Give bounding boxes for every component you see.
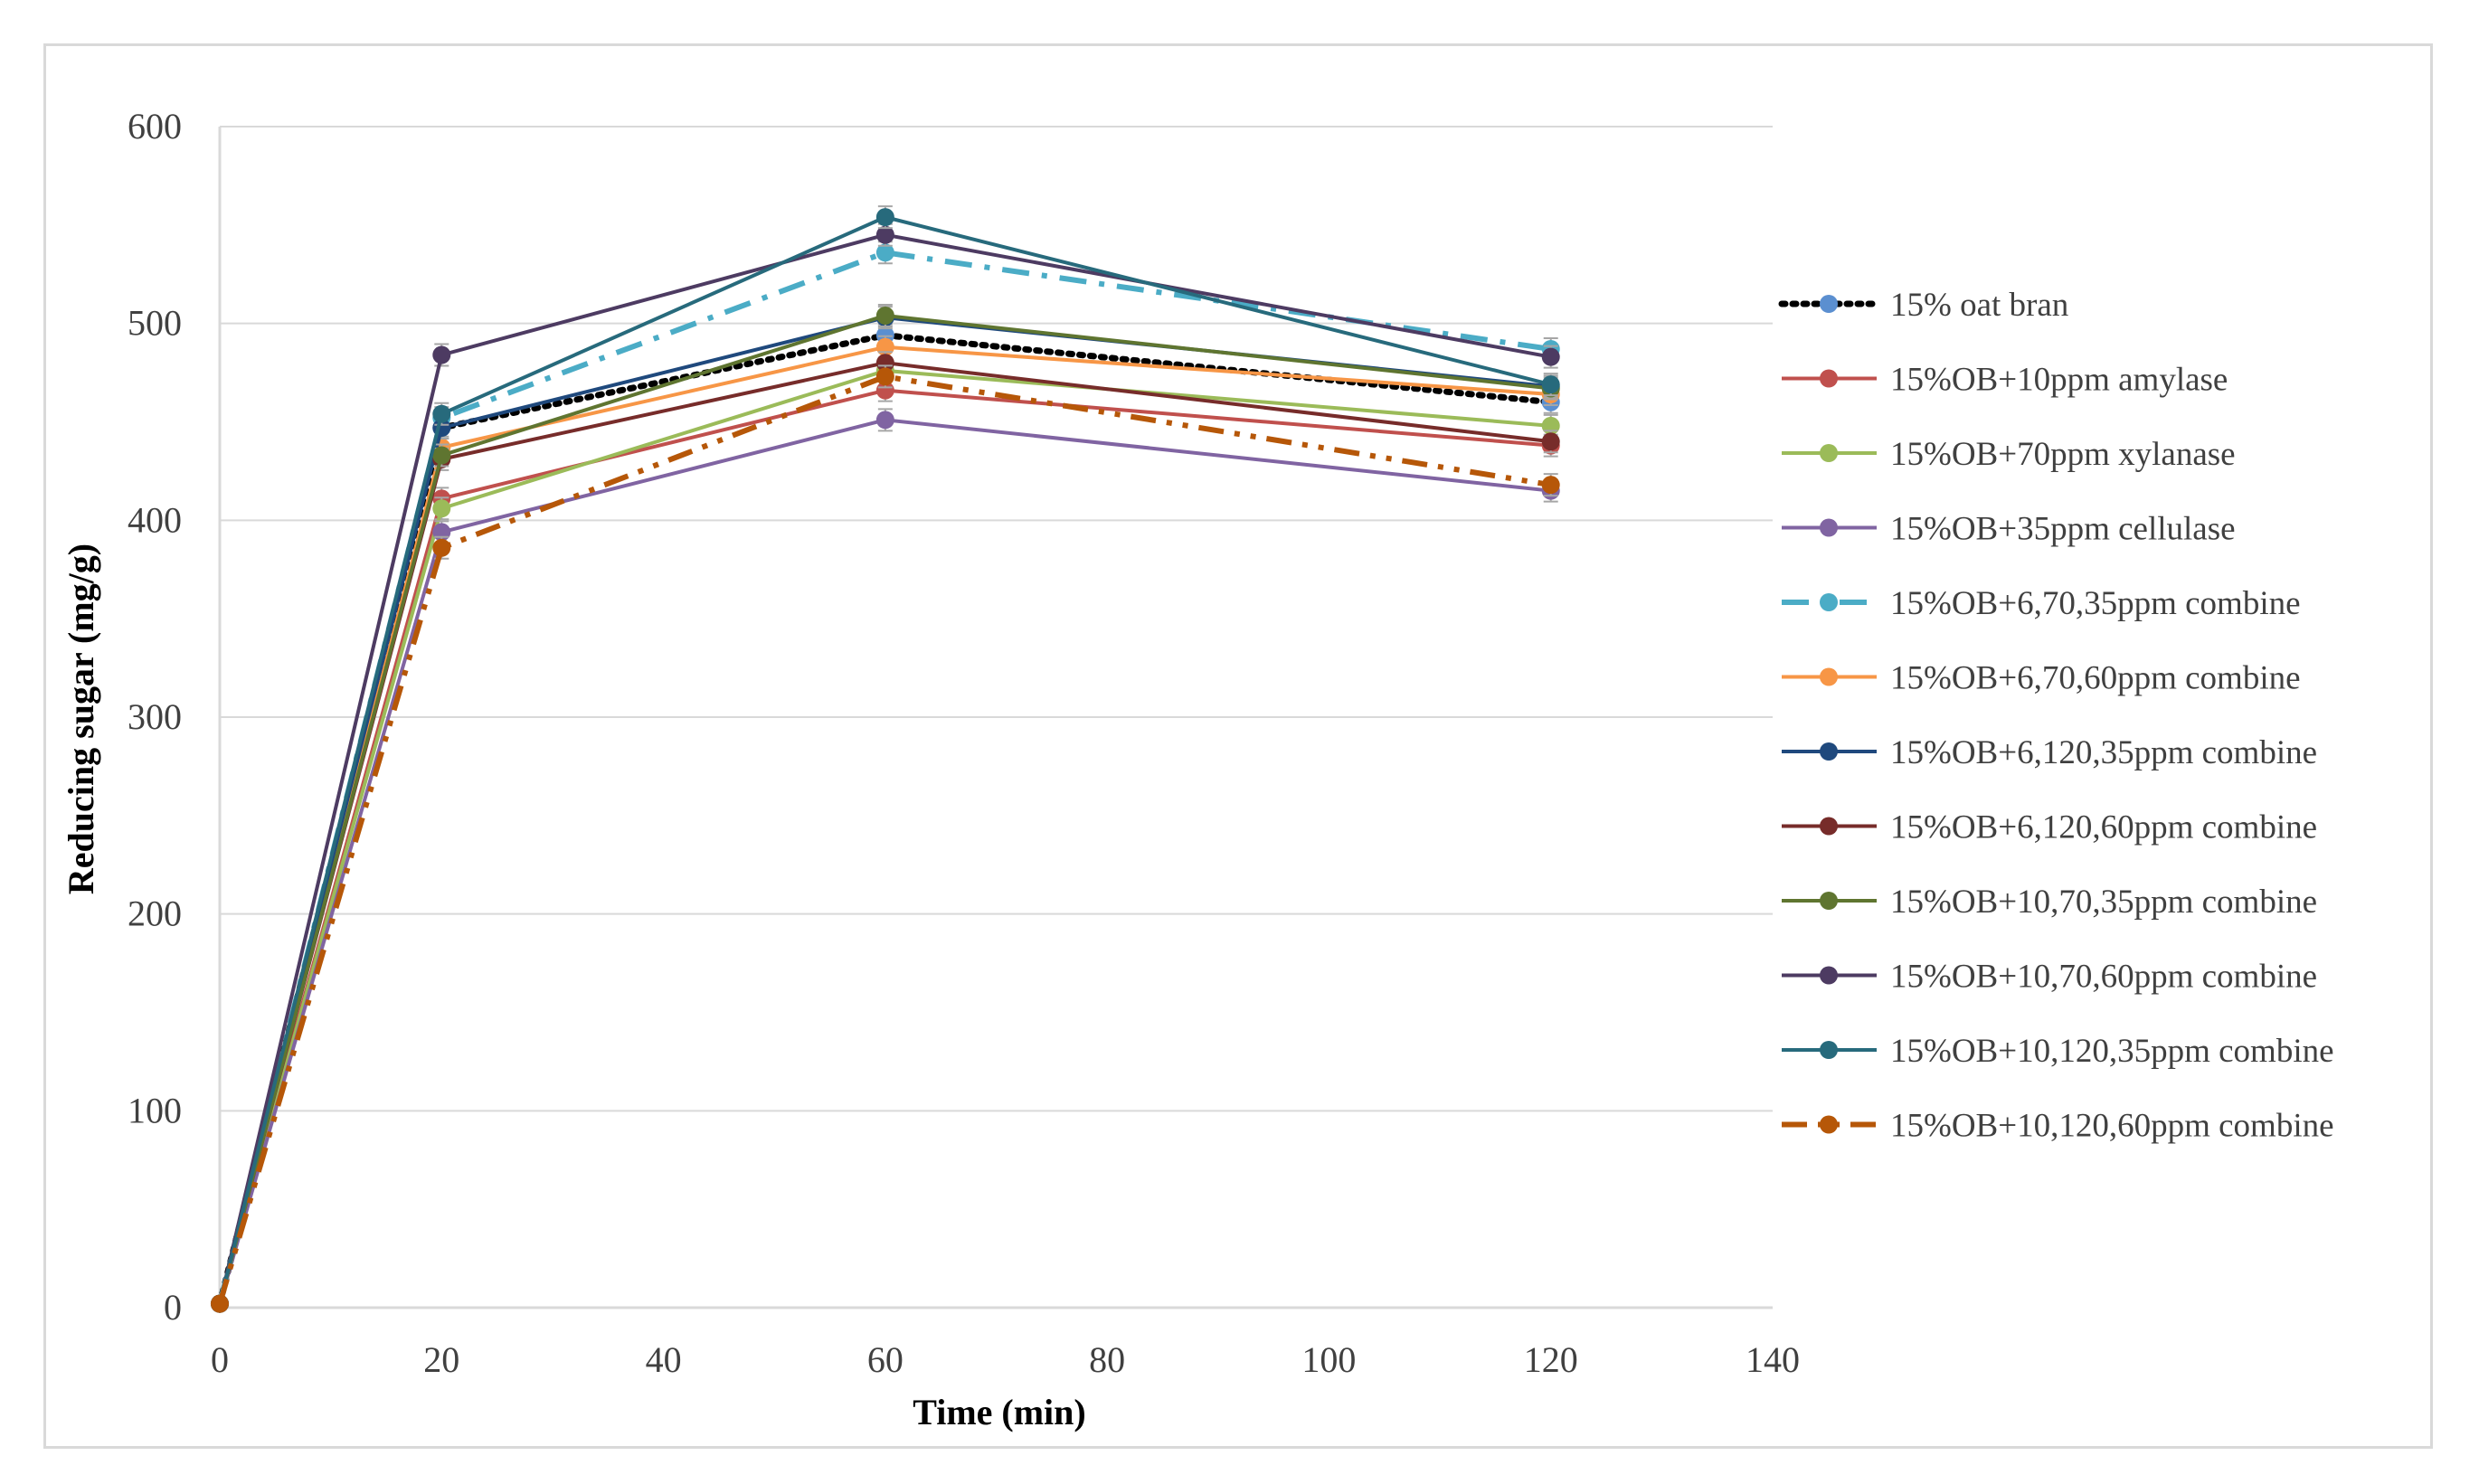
data-point bbox=[875, 381, 894, 400]
y-tick-label: 300 bbox=[128, 696, 182, 737]
legend-label: 15%OB+10,70,60ppm combine bbox=[1890, 959, 2317, 996]
legend-label: 15%OB+10ppm amylase bbox=[1890, 362, 2228, 399]
data-point bbox=[875, 367, 894, 386]
legend-label: 15%OB+10,70,35ppm combine bbox=[1890, 884, 2317, 921]
data-point bbox=[432, 345, 451, 364]
legend-label: 15%OB+10,120,60ppm combine bbox=[1890, 1108, 2334, 1145]
data-point bbox=[1541, 432, 1560, 451]
legend-label: 15%OB+6,70,60ppm combine bbox=[1890, 660, 2301, 697]
legend: 15% oat bran 15%OB+10ppm amylase 15%OB+70p… bbox=[1778, 287, 2334, 1145]
legend-marker bbox=[1820, 369, 1838, 388]
legend-marker bbox=[1820, 892, 1838, 910]
y-tick-label: 100 bbox=[128, 1090, 182, 1130]
data-point bbox=[875, 225, 894, 244]
x-tick-label: 20 bbox=[423, 1339, 459, 1380]
legend-marker bbox=[1820, 966, 1838, 985]
x-tick-label: 120 bbox=[1524, 1339, 1578, 1380]
legend-label: 15%OB+6,120,35ppm combine bbox=[1890, 734, 2317, 771]
legend-marker bbox=[1820, 667, 1838, 686]
series-line-7 bbox=[218, 316, 1551, 1305]
y-tick-label: 600 bbox=[128, 106, 182, 147]
data-point bbox=[875, 243, 894, 262]
legend-marker bbox=[1820, 742, 1838, 761]
y-tick-label: 200 bbox=[128, 893, 182, 934]
x-tick-label: 60 bbox=[867, 1339, 904, 1380]
legend-marker bbox=[1820, 444, 1838, 462]
legend-label: 15%OB+35ppm cellulase bbox=[1890, 511, 2236, 548]
legend-label: 15%OB+6,70,35ppm combine bbox=[1890, 585, 2301, 622]
data-point bbox=[211, 1294, 229, 1313]
legend-marker bbox=[1820, 817, 1838, 836]
series-line-11 bbox=[218, 215, 1552, 1305]
legend-marker bbox=[1820, 295, 1838, 313]
legend-label: 15% oat bran bbox=[1890, 287, 2068, 324]
legend-marker bbox=[1820, 518, 1838, 537]
axes: 0 100 200 300 400 500 600 0 20 40 60 80 100 120 140 bbox=[128, 106, 1800, 1380]
data-point bbox=[1541, 375, 1560, 394]
gridlines bbox=[220, 126, 1773, 1112]
legend-label: 15%OB+6,120,60ppm combine bbox=[1890, 809, 2317, 846]
legend-marker bbox=[1820, 1115, 1838, 1134]
series-line-10 bbox=[218, 232, 1552, 1305]
series-line-3 bbox=[218, 368, 1551, 1305]
y-axis-title: Reducing sugar (mg/g) bbox=[61, 544, 101, 894]
y-tick-label: 0 bbox=[164, 1287, 182, 1328]
chart-frame bbox=[43, 43, 2433, 1449]
data-point bbox=[875, 208, 894, 227]
legend-label: 15%OB+10,120,35ppm combine bbox=[1890, 1033, 2334, 1070]
x-tick-label: 40 bbox=[646, 1339, 682, 1380]
series-line-4 bbox=[218, 418, 1551, 1305]
x-tick-label: 100 bbox=[1301, 1339, 1356, 1380]
data-point bbox=[1541, 347, 1560, 366]
x-axis-title: Time (min) bbox=[913, 1392, 1085, 1432]
legend-marker bbox=[1820, 593, 1838, 611]
x-tick-label: 80 bbox=[1089, 1339, 1125, 1380]
legend-marker bbox=[1820, 1041, 1838, 1059]
data-point bbox=[875, 411, 894, 430]
data-point bbox=[1541, 476, 1560, 495]
data-point bbox=[432, 446, 451, 465]
data-point bbox=[432, 404, 451, 423]
y-tick-label: 400 bbox=[128, 499, 182, 540]
series-lines bbox=[211, 205, 1560, 1313]
y-tick-label: 500 bbox=[128, 303, 182, 344]
data-point bbox=[432, 538, 451, 557]
series-line-9 bbox=[218, 313, 1551, 1305]
series-line-1 bbox=[216, 332, 1555, 1308]
x-tick-label: 0 bbox=[211, 1339, 229, 1380]
series-line-12 bbox=[217, 373, 1552, 1305]
data-point bbox=[432, 499, 451, 518]
series-line-6 bbox=[218, 345, 1551, 1305]
data-point bbox=[875, 354, 894, 373]
x-tick-label: 140 bbox=[1746, 1339, 1800, 1380]
data-point bbox=[875, 306, 894, 325]
legend-label: 15%OB+70ppm xylanase bbox=[1890, 436, 2236, 473]
